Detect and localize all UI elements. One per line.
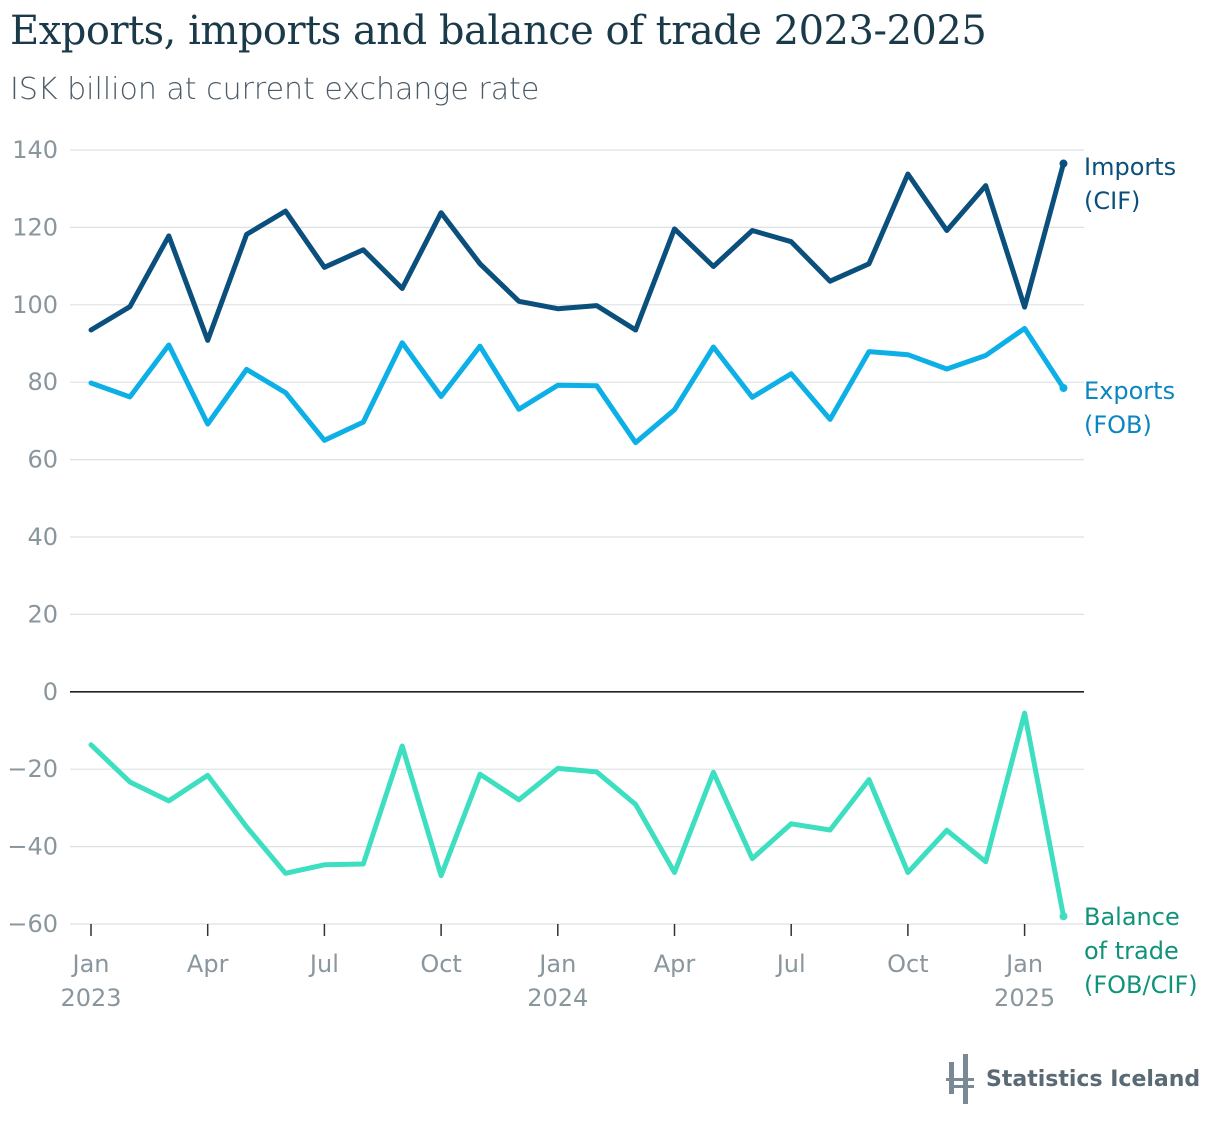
chart-title: Exports, imports and balance of trade 20… [10,8,987,54]
x-tick-label: Jul [308,950,339,978]
x-tick-label: Jul [775,950,806,978]
imports-series-label: (CIF) [1084,187,1140,215]
x-tick-label: Jan [537,950,576,978]
balance-series-label: of trade [1084,937,1179,965]
y-tick-label: 100 [12,291,58,319]
y-tick-label: −60 [7,910,58,938]
exports-series-line [88,325,1066,446]
series-group [88,159,1068,921]
y-tick-label: −20 [7,755,58,783]
imports-series-line [88,161,1066,343]
y-axis: −60 −40 −20 0 20 40 60 80 100 120 140 [7,136,58,938]
chart-subtitle: ISK billion at current exchange rate [10,72,540,107]
balance-series-label: (FOB/CIF) [1084,971,1198,999]
imports-end-point [1059,159,1068,168]
y-tick-label: 80 [27,368,58,396]
statistics-iceland-logo-icon [946,1054,974,1104]
x-tick-label: Jan [71,950,110,978]
y-tick-label: 40 [27,523,58,551]
x-tick-label: Apr [187,950,229,978]
y-tick-label: 60 [27,446,58,474]
y-tick-label: 0 [43,678,58,706]
series-labels: Imports (CIF) Exports (FOB) Balance of trade (… [1084,153,1198,999]
y-tick-label: 140 [12,136,58,164]
balance-end-point [1059,912,1068,921]
y-tick-label: −40 [7,833,58,861]
exports-series-label: Exports [1084,377,1175,405]
statistics-iceland-logo: Statistics Iceland [946,1054,1200,1104]
y-tick-label: 20 [27,600,58,628]
exports-series-label: (FOB) [1084,411,1152,439]
x-tick-year-label: 2023 [60,984,121,1012]
x-axis: Jan 2023 Apr Jul Oct Jan 2024 Apr Jul Oct Jan 2025 [60,924,1055,1012]
balance-series-label: Balance [1084,903,1180,931]
line-chart: −60 −40 −20 0 20 40 60 80 100 120 140 Jan 2023 Apr Ju… [7,136,1198,1012]
logo-text: Statistics Iceland [986,1066,1201,1092]
grid [70,149,1084,925]
x-tick-label: Jan [1004,950,1043,978]
x-tick-label: Oct [887,950,929,978]
x-tick-year-label: 2024 [527,984,588,1012]
x-tick-year-label: 2025 [994,984,1055,1012]
imports-series-label: Imports [1084,153,1176,181]
exports-end-point [1059,384,1068,393]
y-tick-label: 120 [12,213,58,241]
x-tick-label: Oct [420,950,462,978]
balance-series-line [88,710,1066,919]
x-tick-label: Apr [654,950,696,978]
